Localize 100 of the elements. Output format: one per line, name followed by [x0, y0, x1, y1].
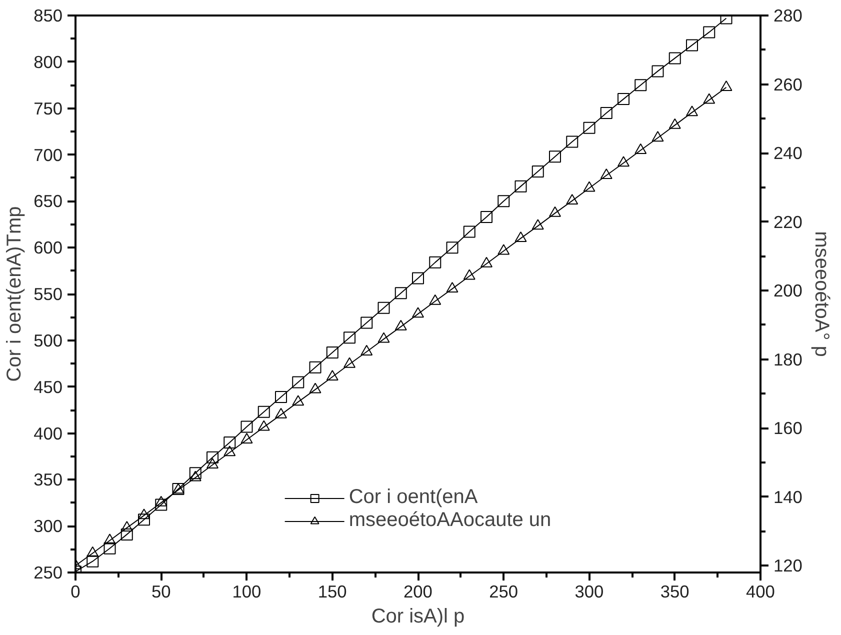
point: [498, 244, 510, 255]
point: [583, 181, 596, 192]
y2-tick-label: 120: [774, 556, 802, 576]
legend-label: Cor i oent(enA: [348, 486, 478, 509]
point: [412, 307, 424, 318]
x-tick-label: 200: [404, 582, 432, 602]
point: [566, 136, 578, 148]
point: [224, 436, 236, 449]
point: [258, 406, 270, 418]
y2-tick-label: 280: [774, 6, 802, 26]
point: [344, 357, 356, 368]
point: [206, 458, 218, 469]
point: [360, 344, 373, 356]
point: [566, 194, 578, 204]
y-tick-label: 850: [34, 6, 63, 26]
x-tick-label: 150: [318, 582, 347, 602]
point: [618, 156, 630, 167]
point: [155, 496, 168, 506]
point: [378, 302, 390, 314]
point: [703, 26, 716, 38]
point: [326, 370, 338, 381]
y2-tick-label: 200: [774, 280, 802, 301]
point: [120, 520, 133, 532]
point: [463, 269, 476, 280]
point: [549, 150, 561, 163]
y-tick-label: 350: [34, 470, 63, 490]
y-tick-label: 700: [34, 144, 63, 165]
y-tick-label: 650: [34, 191, 63, 212]
point: [600, 106, 612, 119]
point: [189, 470, 202, 482]
point: [514, 231, 527, 242]
point: [394, 320, 407, 330]
point: [240, 432, 253, 444]
point: [634, 143, 647, 154]
x-axis-title: Cor isA)l p: [371, 606, 465, 628]
point: [429, 256, 442, 268]
point: [668, 52, 681, 64]
point: [240, 420, 253, 433]
point: [394, 287, 407, 300]
y-tick-label: 600: [34, 238, 63, 258]
point: [224, 446, 236, 456]
point: [360, 316, 373, 329]
y-tick-label: 500: [34, 330, 63, 350]
point: [326, 346, 338, 358]
x-tick-label: 400: [746, 582, 775, 602]
point: [275, 408, 287, 418]
point: [634, 79, 647, 92]
y-axis-title: Cor i oent(enA)Tmp: [4, 206, 26, 382]
x-tick-label: 250: [489, 582, 518, 602]
point: [344, 332, 356, 344]
y2-axis-title: mseeoétoA° p: [810, 231, 832, 357]
point: [532, 165, 544, 178]
legend-label: mseeoétoAAocaute un: [348, 509, 552, 532]
point: [703, 93, 716, 104]
y2-tick-label: 240: [774, 143, 802, 164]
point: [668, 118, 681, 129]
point: [309, 361, 322, 374]
point: [292, 376, 304, 388]
point: [463, 226, 476, 238]
y-tick-label: 400: [34, 423, 63, 444]
y-tick-label: 250: [34, 562, 63, 582]
x-tick-label: 350: [660, 582, 690, 602]
point: [549, 206, 561, 217]
point: [720, 80, 732, 92]
y-tick-label: 750: [34, 98, 63, 118]
point: [686, 39, 698, 52]
point: [104, 542, 116, 554]
point: [155, 498, 168, 511]
y2-tick-label: 140: [774, 486, 802, 507]
point: [86, 546, 99, 557]
point: [480, 256, 492, 268]
x-tick-label: 100: [232, 582, 262, 602]
y2-tick-label: 160: [774, 418, 802, 438]
point: [498, 195, 510, 208]
point: [309, 382, 322, 394]
point: [138, 508, 150, 520]
point: [206, 451, 218, 464]
y2-tick-label: 180: [774, 349, 802, 370]
point: [429, 294, 442, 305]
y-tick-label: 800: [34, 52, 63, 72]
point: [514, 180, 527, 192]
point: [686, 106, 698, 116]
point: [292, 395, 304, 406]
point: [86, 555, 99, 568]
point: [138, 514, 150, 526]
point: [652, 131, 664, 142]
y2-tick-label: 220: [774, 212, 802, 232]
point: [104, 534, 116, 544]
point: [618, 93, 630, 106]
point: [258, 420, 270, 431]
point: [446, 242, 458, 254]
x-tick-label: 300: [574, 582, 604, 602]
point: [412, 272, 424, 284]
point: [600, 168, 612, 180]
point: [583, 122, 596, 134]
point: [120, 528, 133, 540]
point: [275, 391, 287, 404]
point: [446, 282, 458, 293]
x-tick-label: 50: [151, 582, 171, 602]
point: [378, 332, 390, 343]
